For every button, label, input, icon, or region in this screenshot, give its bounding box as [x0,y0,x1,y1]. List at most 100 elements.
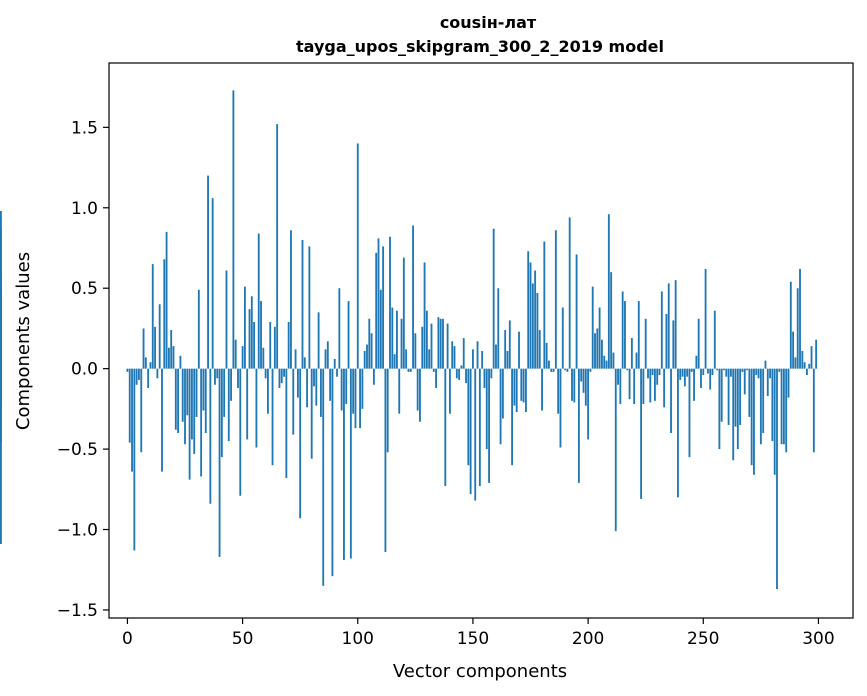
bar [331,368,334,577]
bar [543,241,546,369]
bar [412,225,414,369]
bar [520,368,523,401]
bar [280,368,283,384]
bar [260,301,262,369]
bar [407,368,410,372]
bar [497,288,500,369]
bar [660,291,663,369]
bar [759,368,762,445]
y-tick-label: −1.0 [57,521,98,541]
bar [409,368,412,372]
bar [580,368,583,382]
bar [216,368,219,379]
bar [465,368,467,384]
y-axis-label: Components values [13,252,34,430]
bar [617,368,619,385]
bar [773,368,776,475]
bar [313,368,315,387]
bar [147,368,150,388]
bar [276,124,279,369]
bar [0,368,2,403]
bar [792,331,795,369]
bar [607,214,610,369]
bar [518,331,520,369]
bar [188,368,191,480]
x-tick-label: 150 [457,629,489,649]
bar [640,368,643,499]
bar [151,264,154,369]
bar [612,352,615,369]
bar [515,368,518,413]
bar [490,368,493,379]
bar [614,368,617,532]
bar [230,368,232,401]
bar [635,352,638,369]
bar [237,368,239,388]
bar [177,368,180,433]
bar [808,363,811,369]
bar [356,143,359,369]
bar [812,368,815,453]
bar [402,257,405,369]
bar [200,368,203,477]
bar [220,368,223,458]
bar [776,368,778,590]
bar [656,368,659,385]
bar [448,368,451,414]
bar [343,368,345,561]
bar [191,368,193,440]
bar [211,198,214,369]
bar [810,346,813,369]
bar [340,368,343,411]
bar [285,368,288,479]
bar [264,368,267,379]
bar [135,368,138,385]
bar [218,368,221,557]
bar [624,301,626,369]
bar [538,330,541,369]
bar [658,368,661,376]
bar [324,349,327,369]
bar [594,333,596,369]
bar [262,347,265,369]
x-tick-label: 200 [572,629,604,649]
y-tick-label: −0.5 [57,440,98,460]
bar [628,368,631,400]
bar [389,236,391,369]
bar [541,368,543,411]
bar [559,368,562,448]
bar [702,368,705,376]
bar [557,368,560,414]
bar [550,368,553,372]
bar [690,368,693,372]
bar [149,362,152,369]
bar [815,339,818,369]
bar [126,368,129,372]
chart-subtitle: tayga_upos_skipgram_300_2_2019 model [296,37,664,56]
bar [202,368,205,411]
bar [695,355,698,369]
bar [133,368,136,551]
y-tick-label: 1.0 [71,199,98,219]
bar [393,354,396,369]
bar [508,320,511,369]
bar [637,301,640,369]
bar [529,262,532,369]
bar [140,368,143,453]
bar [711,368,714,376]
bar [156,368,159,379]
bar [601,339,603,369]
bar [455,368,458,379]
bar [766,368,769,396]
bar [338,288,341,369]
bar [172,346,175,369]
bar [354,368,357,429]
bar [536,293,539,369]
bar [195,368,198,417]
bar [596,328,599,369]
bar [554,230,557,369]
bar [257,233,260,369]
bar [511,368,514,466]
bar [359,368,361,429]
bar [730,368,732,377]
